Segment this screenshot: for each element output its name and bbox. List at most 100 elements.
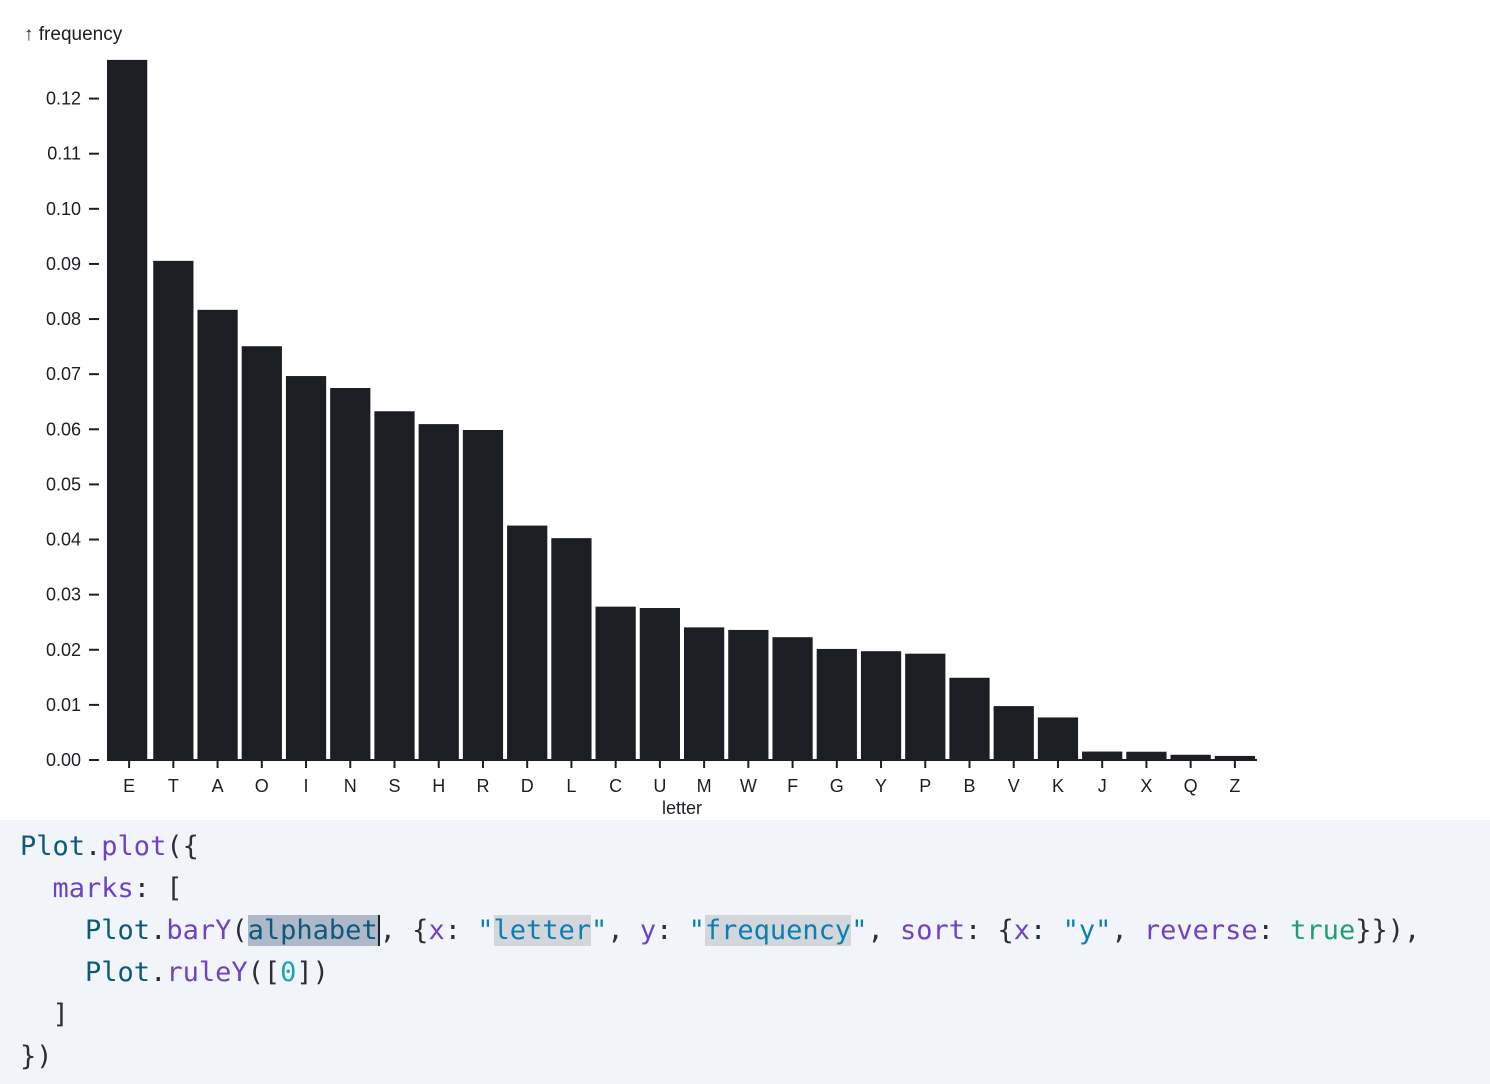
code-token: ]) xyxy=(296,957,329,988)
x-tick-label: H xyxy=(432,776,445,796)
code-token: Plot xyxy=(85,957,151,988)
bar-chart: ↑ frequency 0.00 0.01 0.02 0.03 0.04 0.05 0.06… xyxy=(24,24,1257,818)
x-tick-label: E xyxy=(123,776,135,796)
code-token: , xyxy=(1111,915,1144,946)
code-token: "y" xyxy=(1062,915,1112,946)
x-tick-label: B xyxy=(963,776,975,796)
x-tick-label: R xyxy=(476,776,489,796)
code-token: Plot xyxy=(20,831,86,862)
code-token: , { xyxy=(379,915,429,946)
bar-W[interactable] xyxy=(728,629,769,760)
bar-H[interactable] xyxy=(418,424,459,760)
bar-L[interactable] xyxy=(551,538,592,760)
code-token: : xyxy=(444,915,478,946)
x-tick-label: P xyxy=(919,776,931,796)
code-indent xyxy=(20,957,85,988)
x-tick-label: X xyxy=(1140,776,1152,796)
bar-V[interactable] xyxy=(993,706,1034,760)
highlighted-token: frequency xyxy=(704,915,852,946)
y-tick-label: 0.02 xyxy=(46,640,81,660)
y-tick-label: 0.00 xyxy=(46,750,81,770)
code-token: true xyxy=(1290,915,1356,946)
bar-Q[interactable] xyxy=(1170,754,1211,760)
y-tick-label: 0.09 xyxy=(46,254,81,274)
code-token: ] xyxy=(20,999,69,1030)
code-token: . xyxy=(150,915,167,946)
x-tick-label: F xyxy=(787,776,798,796)
x-tick-label: M xyxy=(697,776,712,796)
bar-A[interactable] xyxy=(197,309,238,760)
code-token: : { xyxy=(965,915,1014,946)
y-tick-label: 0.07 xyxy=(46,364,81,384)
x-axis-label: letter xyxy=(662,798,702,818)
code-token: reverse xyxy=(1143,915,1258,946)
chart-svg: ↑ frequency 0.00 0.01 0.02 0.03 0.04 0.05 0.06… xyxy=(24,24,1257,818)
bar-K[interactable] xyxy=(1037,717,1079,760)
bars xyxy=(107,59,1255,760)
x-tick-label: J xyxy=(1098,776,1107,796)
code-token: ( xyxy=(231,915,248,946)
bar-Y[interactable] xyxy=(860,651,902,760)
code-token: : xyxy=(1030,915,1063,946)
x-tick-label: W xyxy=(740,776,757,796)
code-token: }) xyxy=(20,1041,53,1072)
y-tick-label: 0.05 xyxy=(46,474,81,494)
bar-Z[interactable] xyxy=(1214,755,1255,760)
code-line-4: Plot.ruleY([0]) xyxy=(20,952,1490,994)
y-axis: 0.00 0.01 0.02 0.03 0.04 0.05 0.06 0.07 0.08 0.09… xyxy=(46,89,99,770)
bar-M[interactable] xyxy=(684,627,725,760)
code-token: ([ xyxy=(247,957,281,988)
code-token: : [ xyxy=(133,873,183,904)
code-block[interactable]: Plot.plot({ marks: [ Plot.barY(alphabet,… xyxy=(0,820,1490,1084)
bar-T[interactable] xyxy=(153,260,194,760)
x-tick-label: C xyxy=(609,776,622,796)
y-tick-label: 0.03 xyxy=(46,585,81,605)
y-axis-label: ↑ frequency xyxy=(24,24,123,45)
bar-B[interactable] xyxy=(949,677,990,760)
code-token: Plot xyxy=(85,915,151,946)
y-tick-label: 0.10 xyxy=(46,199,81,219)
x-tick-label: K xyxy=(1052,776,1064,796)
code-indent xyxy=(20,873,53,904)
x-tick-label: D xyxy=(521,776,534,796)
bar-R[interactable] xyxy=(462,430,504,760)
bar-N[interactable] xyxy=(330,388,371,760)
code-token: barY xyxy=(166,915,232,946)
code-token: " xyxy=(591,915,608,946)
x-tick-label: O xyxy=(255,776,269,796)
code-token: marks xyxy=(52,873,134,904)
selected-token[interactable]: alphabet xyxy=(247,915,380,946)
y-tick-label: 0.12 xyxy=(46,89,81,109)
highlighted-token: letter xyxy=(493,915,592,946)
code-token: 0 xyxy=(280,957,297,988)
bar-D[interactable] xyxy=(507,525,548,760)
bar-O[interactable] xyxy=(241,346,282,760)
code-token: sort xyxy=(899,915,965,946)
bar-J[interactable] xyxy=(1082,751,1123,760)
x-tick-label: I xyxy=(304,776,309,796)
x-tick-label: U xyxy=(653,776,666,796)
code-token: " xyxy=(477,915,494,946)
code-token: . xyxy=(150,957,167,988)
x-tick-label: A xyxy=(212,776,224,796)
bar-S[interactable] xyxy=(374,411,415,760)
code-line-3: Plot.barY(alphabet, {x: "letter", y: "fr… xyxy=(20,910,1490,952)
y-tick-label: 0.04 xyxy=(46,530,81,550)
x-tick-label: L xyxy=(566,776,576,796)
bar-U[interactable] xyxy=(639,607,680,760)
bar-I[interactable] xyxy=(285,376,327,760)
code-token: , xyxy=(607,915,640,946)
code-token: ({ xyxy=(166,831,199,862)
bar-G[interactable] xyxy=(816,648,857,760)
bar-X[interactable] xyxy=(1126,751,1167,760)
bar-P[interactable] xyxy=(905,653,946,760)
bar-C[interactable] xyxy=(595,606,636,760)
bar-F[interactable] xyxy=(772,637,813,760)
x-tick-label: V xyxy=(1008,776,1020,796)
code-line-2: marks: [ xyxy=(20,868,1490,910)
code-line-1: Plot.plot({ xyxy=(20,826,1490,868)
code-token: ruleY xyxy=(166,957,248,988)
bar-E[interactable] xyxy=(107,59,148,760)
y-tick-label: 0.01 xyxy=(46,695,81,715)
